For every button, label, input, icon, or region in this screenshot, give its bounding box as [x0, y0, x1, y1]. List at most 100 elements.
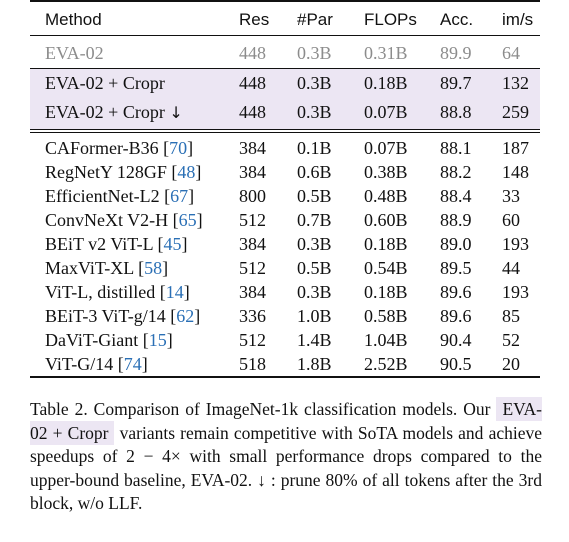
row-acc: 89.5: [440, 258, 472, 278]
row-ims: 187: [502, 138, 529, 158]
baseline-ims: 64: [502, 43, 520, 63]
table-row: ViT-G/14 [74] 518 1.8B 2.52B 90.5 20: [30, 352, 540, 376]
row-par: 1.4B: [297, 330, 332, 350]
row-par: 1.8B: [297, 354, 332, 374]
row-ims: 193: [502, 282, 529, 302]
row-method: ViT-G/14 [74]: [45, 354, 148, 374]
row-method: BEiT-3 ViT-g/14 [62]: [45, 306, 201, 326]
row-flops: 0.48B: [364, 186, 408, 206]
ours-bottom-rule-double: [30, 131, 540, 133]
citation-link[interactable]: 70: [169, 138, 188, 158]
citation-link[interactable]: 45: [163, 234, 182, 254]
row-res: 512: [239, 210, 266, 230]
row-res: 800: [239, 186, 266, 206]
row-method: DaViT-Giant [15]: [45, 330, 173, 350]
row-res: 384: [239, 162, 266, 182]
row-ims: 148: [502, 162, 529, 182]
row-res: 384: [239, 138, 266, 158]
ours-par: 0.3B: [297, 73, 332, 93]
row-flops: 0.54B: [364, 258, 408, 278]
baseline-row: EVA-02 448 0.3B 0.31B 89.9 64: [30, 41, 540, 65]
row-method: BEiT v2 ViT-L [45]: [45, 234, 188, 254]
citation-link[interactable]: 67: [170, 186, 189, 206]
ours-res: 448: [239, 73, 266, 93]
citation-link[interactable]: 74: [123, 354, 142, 374]
header-rule: [30, 35, 540, 36]
row-ims: 193: [502, 234, 529, 254]
row-flops: 0.18B: [364, 234, 408, 254]
row-flops: 0.60B: [364, 210, 408, 230]
row-res: 336: [239, 306, 266, 326]
row-res: 384: [239, 234, 266, 254]
row-acc: 89.6: [440, 282, 472, 302]
table-row: BEiT-3 ViT-g/14 [62] 336 1.0B 0.58B 89.6 85: [30, 304, 540, 328]
row-method: EfficientNet-L2 [67]: [45, 186, 195, 206]
caption-rest: variants remain competitive with SoTA mo…: [30, 422, 542, 514]
caption-lead: Table 2. Comparison of ImageNet-1k class…: [30, 399, 491, 419]
ours-method: EVA-02 + Cropr: [45, 73, 165, 93]
row-ims: 60: [502, 210, 520, 230]
baseline-flops: 0.31B: [364, 43, 408, 63]
citation-link[interactable]: 15: [148, 330, 167, 350]
row-par: 0.6B: [297, 162, 332, 182]
row-par: 0.3B: [297, 282, 332, 302]
row-ims: 20: [502, 354, 520, 374]
table-row: CAFormer-B36 [70] 384 0.1B 0.07B 88.1 187: [30, 136, 540, 160]
row-par: 0.3B: [297, 234, 332, 254]
row-method: RegNetY 128GF [48]: [45, 162, 202, 182]
table-header: Method Res #Par FLOPs Acc. im/s: [30, 8, 540, 32]
row-res: 518: [239, 354, 266, 374]
row-par: 0.5B: [297, 258, 332, 278]
ours-row: EVA-02 + Cropr 448 0.3B 0.18B 89.7 132: [30, 71, 540, 95]
top-rule: [30, 0, 540, 2]
table-row: BEiT v2 ViT-L [45] 384 0.3B 0.18B 89.0 193: [30, 232, 540, 256]
table-row: ConvNeXt V2-H [65] 512 0.7B 0.60B 88.9 60: [30, 208, 540, 232]
row-ims: 52: [502, 330, 520, 350]
row-flops: 0.07B: [364, 138, 408, 158]
ours-flops: 0.07B: [364, 102, 408, 122]
table-row: DaViT-Giant [15] 512 1.4B 1.04B 90.4 52: [30, 328, 540, 352]
ours-top-rule: [30, 68, 540, 69]
row-acc: 89.6: [440, 306, 472, 326]
table-row: RegNetY 128GF [48] 384 0.6B 0.38B 88.2 148: [30, 160, 540, 184]
row-method: ConvNeXt V2-H [65]: [45, 210, 203, 230]
ours-flops: 0.18B: [364, 73, 408, 93]
ours-highlight: [30, 68, 540, 129]
row-acc: 88.2: [440, 162, 472, 182]
citation-link[interactable]: 14: [165, 282, 184, 302]
ours-row: EVA-02 + Cropr ↓ 448 0.3B 0.07B 88.8 259: [30, 100, 540, 124]
citation-link[interactable]: 62: [176, 306, 195, 326]
table-caption: Table 2. Comparison of ImageNet-1k class…: [30, 397, 542, 516]
row-flops: 0.58B: [364, 306, 408, 326]
row-method: CAFormer-B36 [70]: [45, 138, 194, 158]
citation-link[interactable]: 48: [177, 162, 196, 182]
baseline-method: EVA-02: [45, 43, 104, 63]
ours-ims: 132: [502, 73, 529, 93]
row-flops: 0.38B: [364, 162, 408, 182]
row-ims: 44: [502, 258, 520, 278]
ours-bottom-rule: [30, 129, 540, 130]
row-acc: 88.1: [440, 138, 472, 158]
row-acc: 90.5: [440, 354, 472, 374]
bottom-rule: [30, 376, 540, 378]
row-ims: 33: [502, 186, 520, 206]
row-flops: 1.04B: [364, 330, 408, 350]
row-res: 384: [239, 282, 266, 302]
citation-link[interactable]: 58: [144, 258, 163, 278]
prune-arrow-icon: ↓: [169, 103, 183, 122]
row-par: 0.5B: [297, 186, 332, 206]
header-res: Res: [239, 10, 270, 29]
ours-par: 0.3B: [297, 102, 332, 122]
row-par: 0.1B: [297, 138, 332, 158]
table-row: ViT-L, distilled [14] 384 0.3B 0.18B 89.6 193: [30, 280, 540, 304]
ours-ims: 259: [502, 102, 529, 122]
row-ims: 85: [502, 306, 520, 326]
citation-link[interactable]: 65: [178, 210, 197, 230]
row-par: 1.0B: [297, 306, 332, 326]
ours-res: 448: [239, 102, 266, 122]
ours-acc: 89.7: [440, 73, 472, 93]
table-row: MaxViT-XL [58] 512 0.5B 0.54B 89.5 44: [30, 256, 540, 280]
baseline-par: 0.3B: [297, 43, 332, 63]
row-method: ViT-L, distilled [14]: [45, 282, 190, 302]
row-method: MaxViT-XL [58]: [45, 258, 169, 278]
